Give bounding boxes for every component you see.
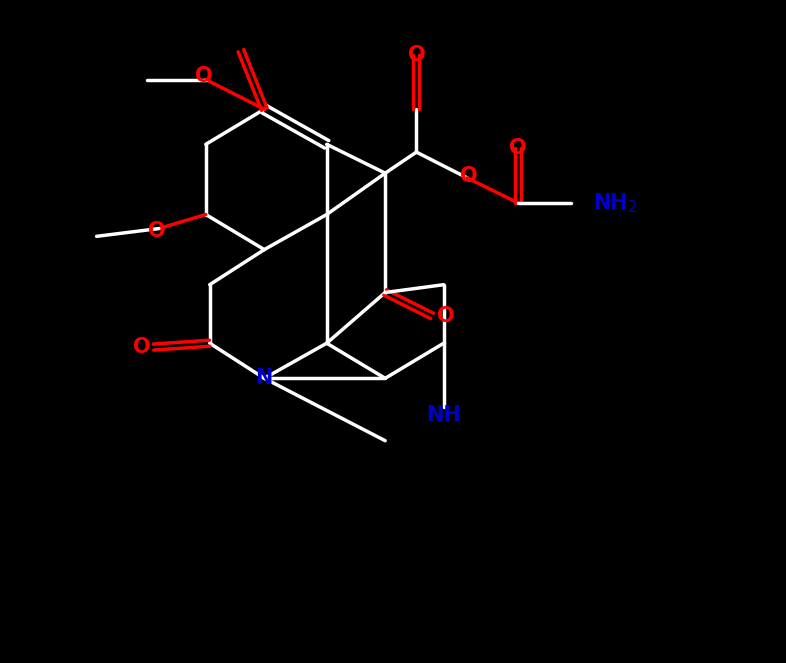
Text: O: O	[195, 66, 212, 86]
Text: O: O	[509, 138, 527, 158]
Text: NH: NH	[426, 405, 461, 425]
Text: O: O	[408, 44, 425, 64]
Text: O: O	[148, 221, 166, 241]
Text: NH$_2$: NH$_2$	[593, 191, 637, 215]
Text: O: O	[133, 337, 151, 357]
Text: O: O	[460, 166, 477, 186]
Text: N: N	[255, 369, 273, 389]
Text: O: O	[437, 306, 455, 326]
